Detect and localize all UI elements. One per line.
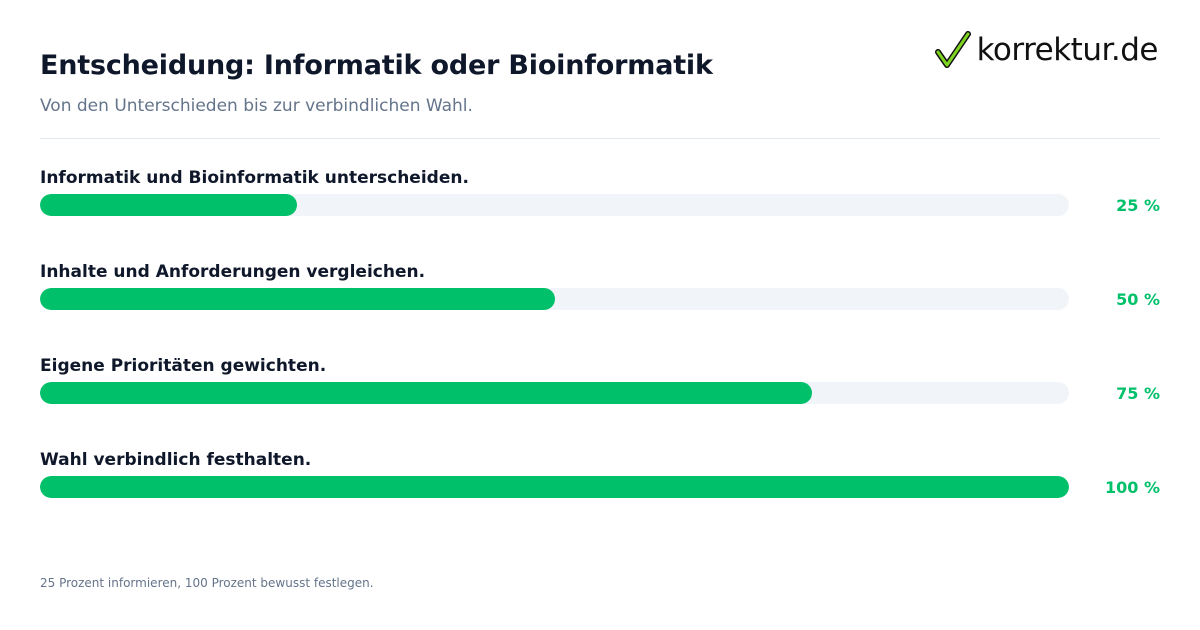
bar-fill [40, 288, 555, 310]
header-divider [40, 138, 1160, 139]
bar-value-label: 75 % [1116, 384, 1160, 403]
bar-fill [40, 476, 1069, 498]
bar-label: Wahl verbindlich festhalten. [40, 450, 312, 470]
bar-track [40, 476, 1069, 498]
bar-track [40, 194, 1069, 216]
brand-name: korrektur.de [976, 32, 1159, 68]
bar-label: Informatik und Bioinformatik unterscheid… [40, 168, 469, 188]
bar-label: Inhalte und Anforderungen vergleichen. [40, 262, 426, 282]
bar-fill [40, 194, 297, 216]
bar-row: Inhalte und Anforderungen vergleichen. 50… [40, 262, 1160, 332]
bar-row: Informatik und Bioinformatik unterscheid… [40, 168, 1160, 238]
bar-row: Wahl verbindlich festhalten. 100 % [40, 450, 1160, 520]
bar-track [40, 382, 1069, 404]
page-subtitle: Von den Unterschieden bis zur verbindlic… [40, 96, 473, 116]
page-title: Entscheidung: Informatik oder Bioinforma… [40, 50, 713, 81]
bar-value-label: 25 % [1116, 196, 1160, 215]
bar-value-label: 100 % [1105, 478, 1160, 497]
bar-track [40, 288, 1069, 310]
footnote: 25 Prozent informieren, 100 Prozent bewu… [40, 576, 374, 590]
bar-fill [40, 382, 812, 404]
checkmark-icon [934, 30, 971, 70]
bar-value-label: 50 % [1116, 290, 1160, 309]
brand-logo[interactable]: korrektur.de [934, 30, 1159, 70]
bar-row: Eigene Prioritäten gewichten. 75 % [40, 356, 1160, 426]
bar-label: Eigene Prioritäten gewichten. [40, 356, 327, 376]
